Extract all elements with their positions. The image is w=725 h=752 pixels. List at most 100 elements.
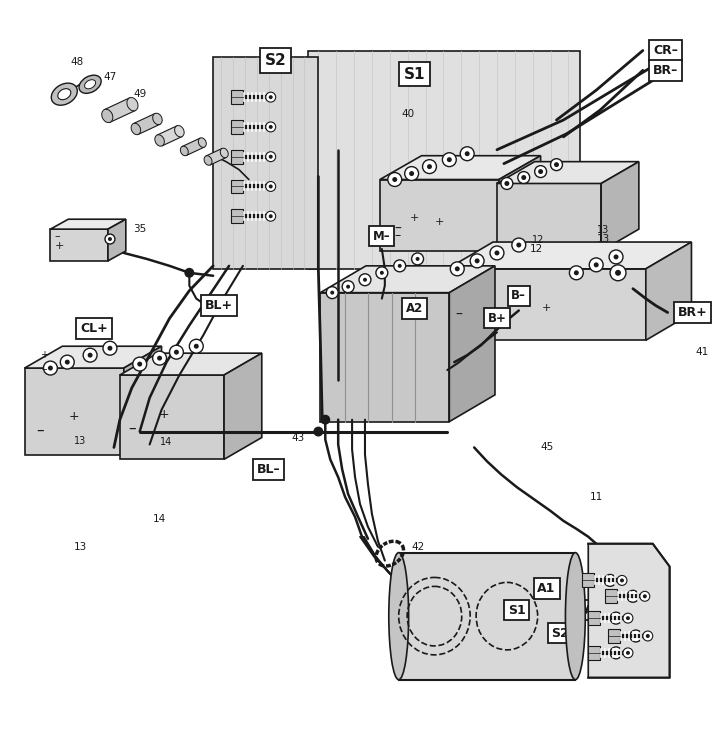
Text: 40: 40 <box>401 109 414 119</box>
Text: BL–: BL– <box>257 462 281 476</box>
Text: 11: 11 <box>589 492 602 502</box>
Polygon shape <box>224 353 262 459</box>
Text: M–: M– <box>373 229 391 243</box>
Polygon shape <box>51 229 108 261</box>
Circle shape <box>634 634 638 638</box>
Polygon shape <box>120 353 262 375</box>
Text: CR–: CR– <box>653 44 678 57</box>
Polygon shape <box>447 268 646 340</box>
Circle shape <box>313 426 323 436</box>
Circle shape <box>610 612 622 624</box>
Ellipse shape <box>389 553 409 680</box>
Circle shape <box>184 268 194 277</box>
Text: CL+: CL+ <box>80 322 108 335</box>
Circle shape <box>614 616 618 620</box>
Bar <box>605 590 617 603</box>
Bar <box>231 90 243 104</box>
Circle shape <box>363 277 367 282</box>
Circle shape <box>157 356 162 361</box>
Circle shape <box>574 270 579 275</box>
Circle shape <box>269 184 273 189</box>
Polygon shape <box>308 50 580 268</box>
Circle shape <box>103 341 117 355</box>
Text: 45: 45 <box>540 442 553 453</box>
Circle shape <box>475 259 480 263</box>
Text: S1: S1 <box>404 67 426 82</box>
Circle shape <box>266 181 276 192</box>
Circle shape <box>460 147 474 161</box>
Polygon shape <box>157 126 182 146</box>
Polygon shape <box>646 242 692 340</box>
Circle shape <box>137 362 142 366</box>
Circle shape <box>623 613 633 623</box>
Ellipse shape <box>155 135 165 146</box>
Text: 41: 41 <box>696 347 709 357</box>
Circle shape <box>266 92 276 102</box>
Text: +: + <box>410 214 419 223</box>
Circle shape <box>65 359 70 365</box>
Circle shape <box>609 250 623 264</box>
Bar <box>231 150 243 164</box>
Circle shape <box>170 345 183 359</box>
Circle shape <box>174 350 179 355</box>
Text: S1: S1 <box>508 604 526 617</box>
Circle shape <box>465 151 470 156</box>
Polygon shape <box>588 544 670 678</box>
Polygon shape <box>380 180 499 251</box>
Circle shape <box>376 267 388 279</box>
Polygon shape <box>51 220 126 229</box>
Circle shape <box>626 616 630 620</box>
Circle shape <box>405 167 418 180</box>
Text: –: – <box>394 222 401 236</box>
Circle shape <box>105 234 115 244</box>
Polygon shape <box>182 138 204 156</box>
Circle shape <box>534 165 547 177</box>
Circle shape <box>550 159 563 171</box>
Ellipse shape <box>181 146 188 156</box>
Text: –: – <box>394 229 401 242</box>
Bar <box>231 120 243 134</box>
Bar <box>582 574 594 587</box>
Circle shape <box>48 365 53 371</box>
Text: S2: S2 <box>552 626 569 639</box>
Circle shape <box>521 175 526 180</box>
Text: 13: 13 <box>597 225 609 235</box>
Circle shape <box>342 280 354 293</box>
Circle shape <box>394 260 406 271</box>
Text: +: + <box>435 217 444 227</box>
Polygon shape <box>133 114 160 135</box>
Circle shape <box>388 172 402 186</box>
Circle shape <box>471 254 484 268</box>
Circle shape <box>269 125 273 129</box>
Polygon shape <box>447 242 692 268</box>
Polygon shape <box>124 346 162 456</box>
Circle shape <box>88 353 93 358</box>
Circle shape <box>83 348 97 362</box>
Polygon shape <box>499 156 541 251</box>
Circle shape <box>569 266 584 280</box>
Circle shape <box>359 274 371 286</box>
Circle shape <box>447 157 452 162</box>
Ellipse shape <box>79 75 102 93</box>
Circle shape <box>608 578 612 582</box>
Circle shape <box>630 630 642 642</box>
Text: 49: 49 <box>133 89 146 99</box>
Circle shape <box>266 152 276 162</box>
Circle shape <box>610 647 622 659</box>
Polygon shape <box>450 266 495 422</box>
Circle shape <box>392 177 397 182</box>
Circle shape <box>516 243 521 247</box>
Circle shape <box>427 164 432 169</box>
Polygon shape <box>601 162 639 251</box>
Text: BR–: BR– <box>653 64 679 77</box>
Text: –: – <box>54 231 60 241</box>
Circle shape <box>266 122 276 132</box>
Circle shape <box>490 246 504 260</box>
Text: 47: 47 <box>104 72 117 82</box>
Text: S2: S2 <box>265 53 286 68</box>
Ellipse shape <box>102 109 113 123</box>
Circle shape <box>409 171 414 176</box>
Ellipse shape <box>220 148 228 158</box>
Circle shape <box>107 346 112 350</box>
Text: 12: 12 <box>530 244 543 254</box>
